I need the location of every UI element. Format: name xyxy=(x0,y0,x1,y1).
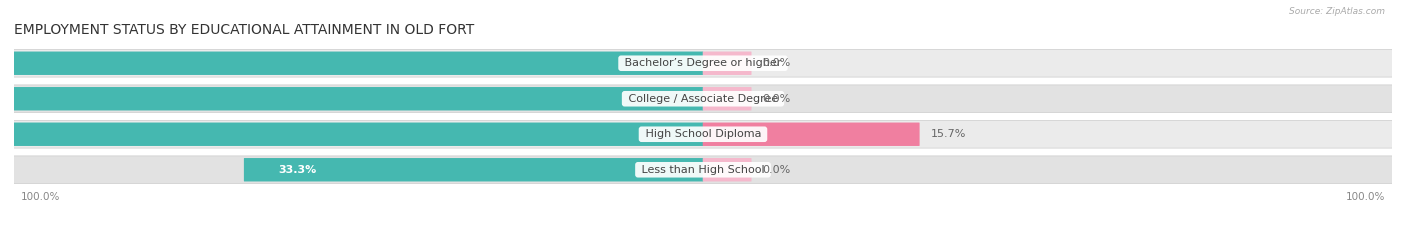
Text: 100.0%: 100.0% xyxy=(1346,192,1385,202)
FancyBboxPatch shape xyxy=(0,51,703,75)
Text: 0.0%: 0.0% xyxy=(762,165,790,175)
Text: 15.7%: 15.7% xyxy=(931,129,966,139)
FancyBboxPatch shape xyxy=(703,158,751,182)
FancyBboxPatch shape xyxy=(14,156,1392,184)
FancyBboxPatch shape xyxy=(703,51,751,75)
FancyBboxPatch shape xyxy=(703,123,920,146)
Text: EMPLOYMENT STATUS BY EDUCATIONAL ATTAINMENT IN OLD FORT: EMPLOYMENT STATUS BY EDUCATIONAL ATTAINM… xyxy=(14,23,474,37)
FancyBboxPatch shape xyxy=(14,49,1392,77)
Text: Less than High School: Less than High School xyxy=(638,165,768,175)
Text: Source: ZipAtlas.com: Source: ZipAtlas.com xyxy=(1289,7,1385,16)
FancyBboxPatch shape xyxy=(0,123,703,146)
FancyBboxPatch shape xyxy=(14,120,1392,148)
Text: 33.3%: 33.3% xyxy=(278,165,316,175)
Text: Bachelor’s Degree or higher: Bachelor’s Degree or higher xyxy=(621,58,785,68)
FancyBboxPatch shape xyxy=(0,87,703,110)
Text: High School Diploma: High School Diploma xyxy=(641,129,765,139)
FancyBboxPatch shape xyxy=(14,85,1392,113)
Text: College / Associate Degree: College / Associate Degree xyxy=(624,94,782,104)
FancyBboxPatch shape xyxy=(243,158,703,182)
Text: 0.0%: 0.0% xyxy=(762,58,790,68)
FancyBboxPatch shape xyxy=(703,87,751,110)
Text: 100.0%: 100.0% xyxy=(21,192,60,202)
Text: 0.0%: 0.0% xyxy=(762,94,790,104)
